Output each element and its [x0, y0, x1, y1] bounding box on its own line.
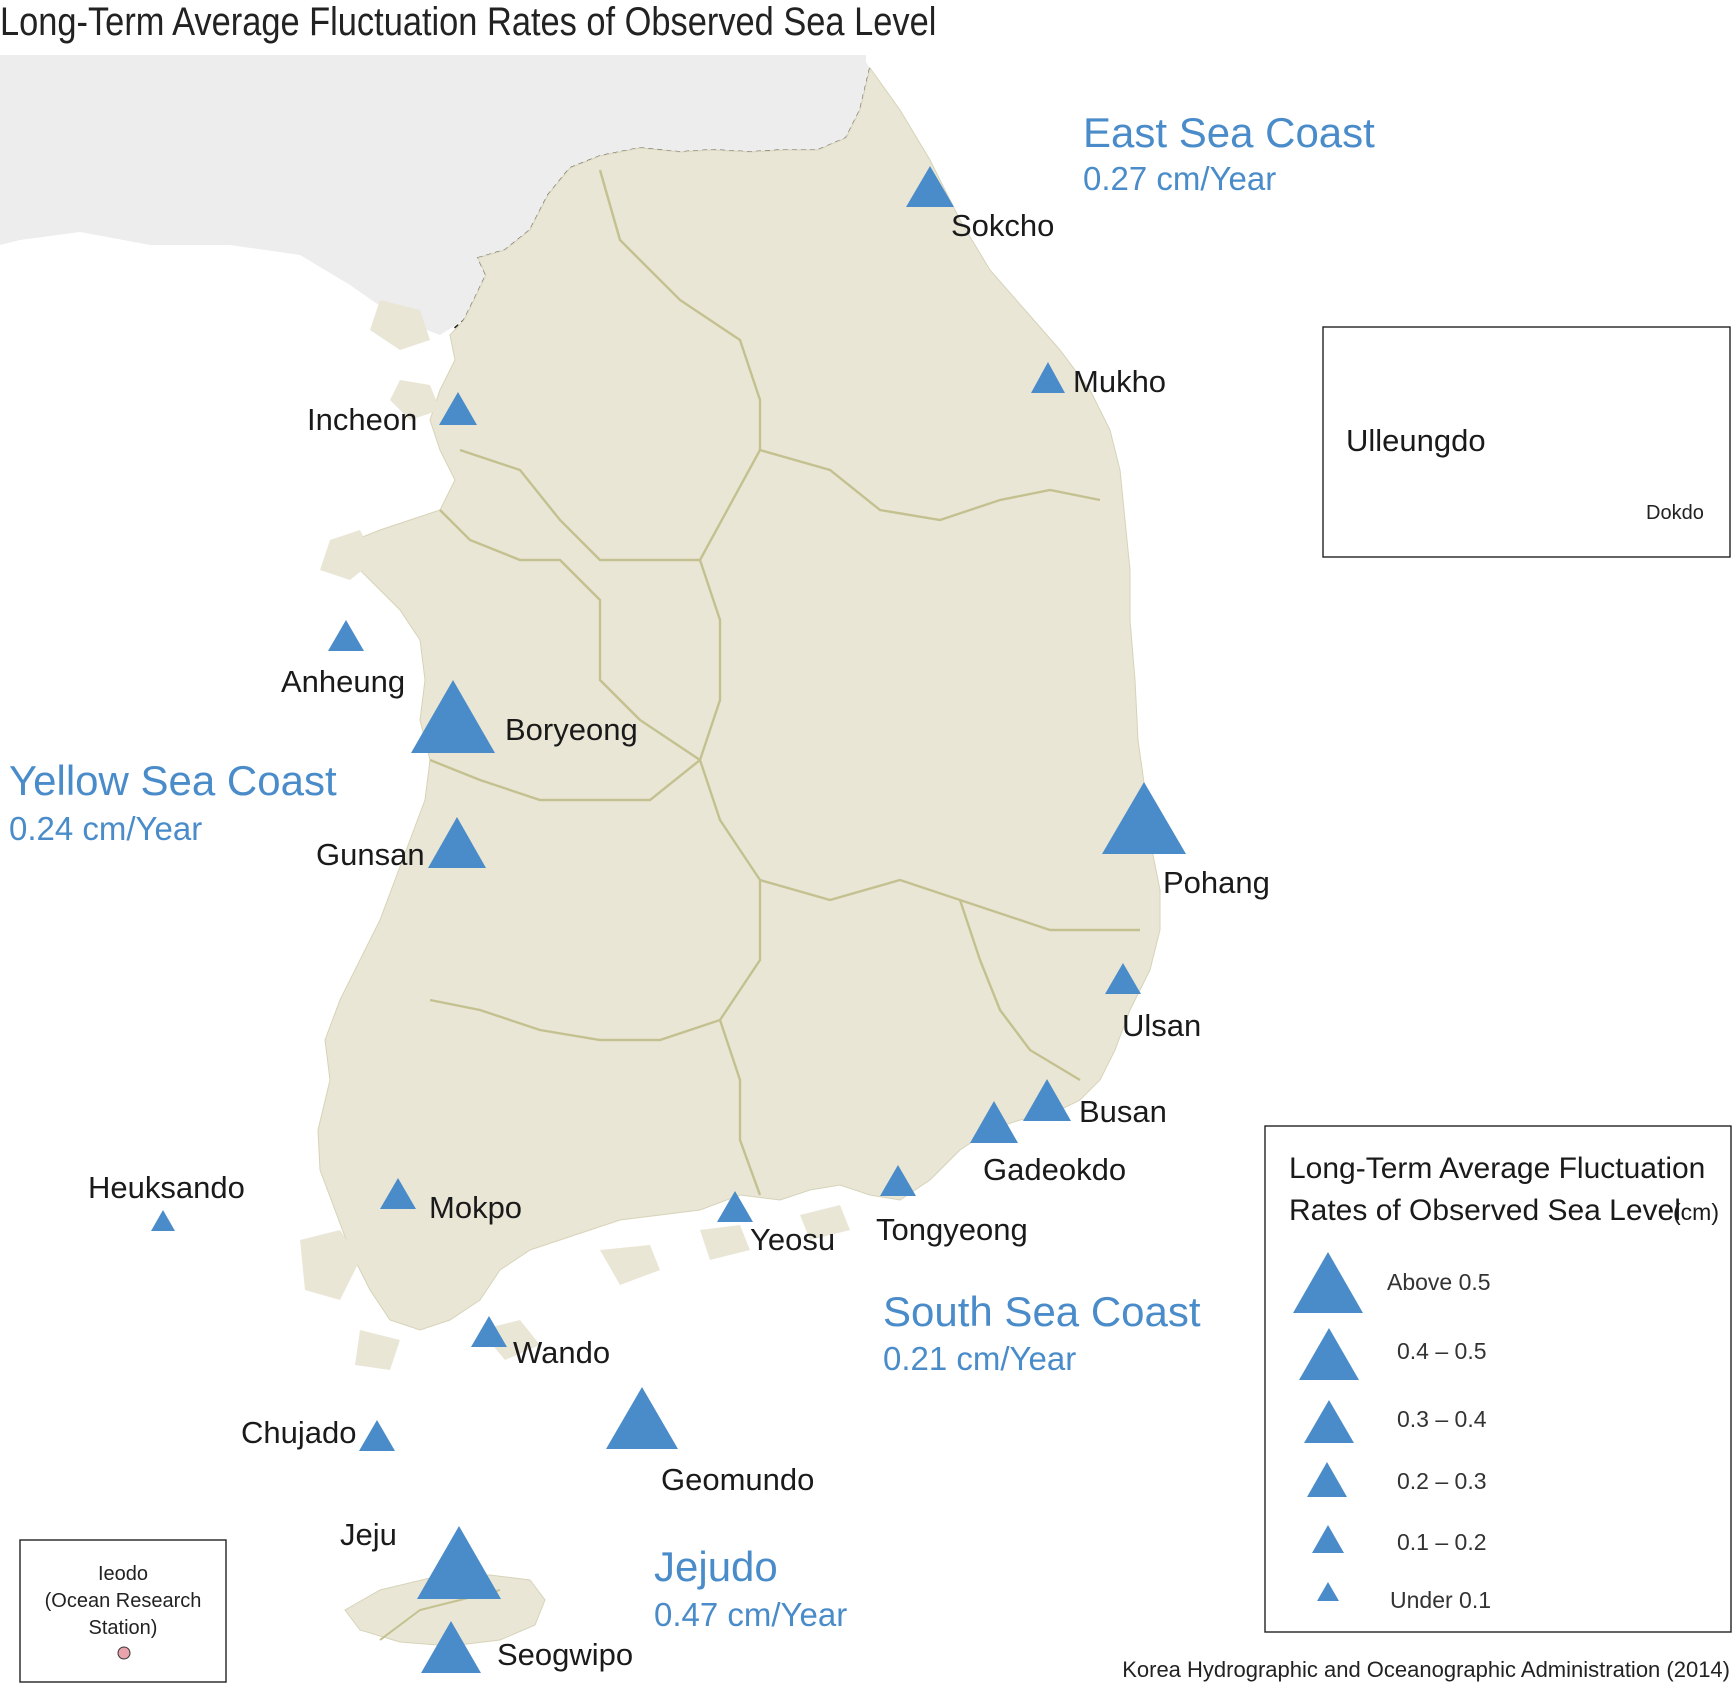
region-rate-jejudo: 0.47 cm/Year: [654, 1596, 847, 1633]
legend-marker-03-04: [1304, 1400, 1354, 1443]
region-rate-yellow: 0.24 cm/Year: [9, 810, 202, 847]
marker-jeju: [417, 1526, 501, 1599]
label-heuksando: Heuksando: [88, 1170, 245, 1205]
label-jeju: Jeju: [340, 1517, 397, 1552]
label-boryeong: Boryeong: [505, 712, 638, 747]
legend-label-under-01: Under 0.1: [1390, 1587, 1491, 1613]
station-markers: [151, 166, 1437, 1673]
ieodo-inset: Ieodo (Ocean Research Station): [19, 1539, 227, 1683]
west-coast-islands: [320, 300, 440, 580]
legend-marker-01-02: [1312, 1525, 1344, 1553]
legend-marker-above-05: [1293, 1252, 1363, 1313]
label-incheon: Incheon: [307, 402, 417, 437]
north-korea-land: [0, 55, 872, 335]
marker-tongyeong: [880, 1165, 916, 1196]
marker-gadeokdo: [970, 1101, 1018, 1143]
marker-mukho: [1031, 362, 1065, 393]
dokdo-label: Dokdo: [1646, 502, 1704, 524]
ieodo-label-line2: (Ocean Research: [45, 1590, 202, 1612]
label-tongyeong: Tongyeong: [876, 1212, 1028, 1247]
marker-geomundo: [606, 1387, 678, 1449]
ulleungdo-inset: Ulleungdo Dokdo: [1322, 326, 1731, 558]
legend-marker-02-03: [1307, 1462, 1347, 1497]
label-ulsan: Ulsan: [1122, 1008, 1201, 1043]
label-mokpo: Mokpo: [429, 1190, 522, 1225]
legend-label-02-03: 0.2 – 0.3: [1397, 1468, 1487, 1494]
region-name-south: South Sea Coast: [883, 1288, 1201, 1335]
marker-chujado: [359, 1420, 395, 1451]
region-name-east: East Sea Coast: [1083, 109, 1375, 156]
label-wando: Wando: [513, 1335, 610, 1370]
label-yeosu: Yeosu: [750, 1222, 835, 1257]
ulleungdo-inset-frame: [1322, 326, 1731, 558]
region-name-yellow: Yellow Sea Coast: [9, 757, 337, 804]
region-rate-east: 0.27 cm/Year: [1083, 160, 1276, 197]
southwest-islands: [300, 1205, 850, 1370]
ieodo-label-line1: Ieodo: [98, 1563, 148, 1585]
legend: Long-Term Average Fluctuation Rates of O…: [1264, 1125, 1732, 1633]
marker-anheung: [328, 620, 364, 651]
marker-busan: [1023, 1079, 1071, 1121]
legend-title-line1: Long-Term Average Fluctuation: [1289, 1152, 1705, 1185]
legend-marker-under-01: [1317, 1582, 1339, 1601]
marker-incheon: [439, 392, 477, 425]
label-chujado: Chujado: [241, 1415, 356, 1450]
marker-seogwipo: [421, 1621, 481, 1673]
legend-label-03-04: 0.3 – 0.4: [1397, 1406, 1487, 1432]
station-labels: Sokcho Mukho Incheon Anheung Boryeong Gu…: [88, 208, 1270, 1672]
marker-ulsan: [1105, 963, 1141, 994]
marker-wando: [471, 1316, 507, 1347]
ieodo-station-dot: [117, 1646, 131, 1660]
region-rate-south: 0.21 cm/Year: [883, 1340, 1076, 1377]
marker-sokcho: [906, 166, 954, 207]
ieodo-label-line3: Station): [89, 1617, 158, 1639]
legend-unit: (cm): [1673, 1199, 1719, 1225]
legend-marker-04-05: [1299, 1328, 1359, 1380]
marker-pohang: [1102, 782, 1186, 854]
source-credit: Korea Hydrographic and Oceanographic Adm…: [1122, 1657, 1730, 1682]
marker-mokpo: [380, 1178, 416, 1209]
legend-label-01-02: 0.1 – 0.2: [1397, 1529, 1487, 1555]
label-geomundo: Geomundo: [661, 1462, 814, 1497]
legend-title-line2: Rates of Observed Sea Level: [1289, 1194, 1681, 1227]
province-boundaries: [429, 169, 1140, 1196]
marker-yeosu: [717, 1191, 753, 1222]
legend-label-above-05: Above 0.5: [1387, 1269, 1491, 1295]
label-gunsan: Gunsan: [316, 837, 425, 872]
marker-gunsan: [428, 817, 486, 868]
label-anheung: Anheung: [281, 664, 405, 699]
ulleungdo-inset-label: Ulleungdo: [1346, 423, 1486, 458]
region-name-jejudo: Jejudo: [654, 1543, 778, 1590]
label-sokcho: Sokcho: [951, 208, 1054, 243]
label-gadeokdo: Gadeokdo: [983, 1152, 1126, 1187]
label-mukho: Mukho: [1073, 364, 1166, 399]
label-busan: Busan: [1079, 1094, 1167, 1129]
marker-heuksando: [151, 1210, 175, 1231]
label-seogwipo: Seogwipo: [497, 1637, 633, 1672]
marker-boryeong: [411, 680, 495, 753]
map-title: Long-Term Average Fluctuation Rates of O…: [0, 0, 937, 44]
legend-label-04-05: 0.4 – 0.5: [1397, 1338, 1487, 1364]
label-pohang: Pohang: [1163, 865, 1270, 900]
